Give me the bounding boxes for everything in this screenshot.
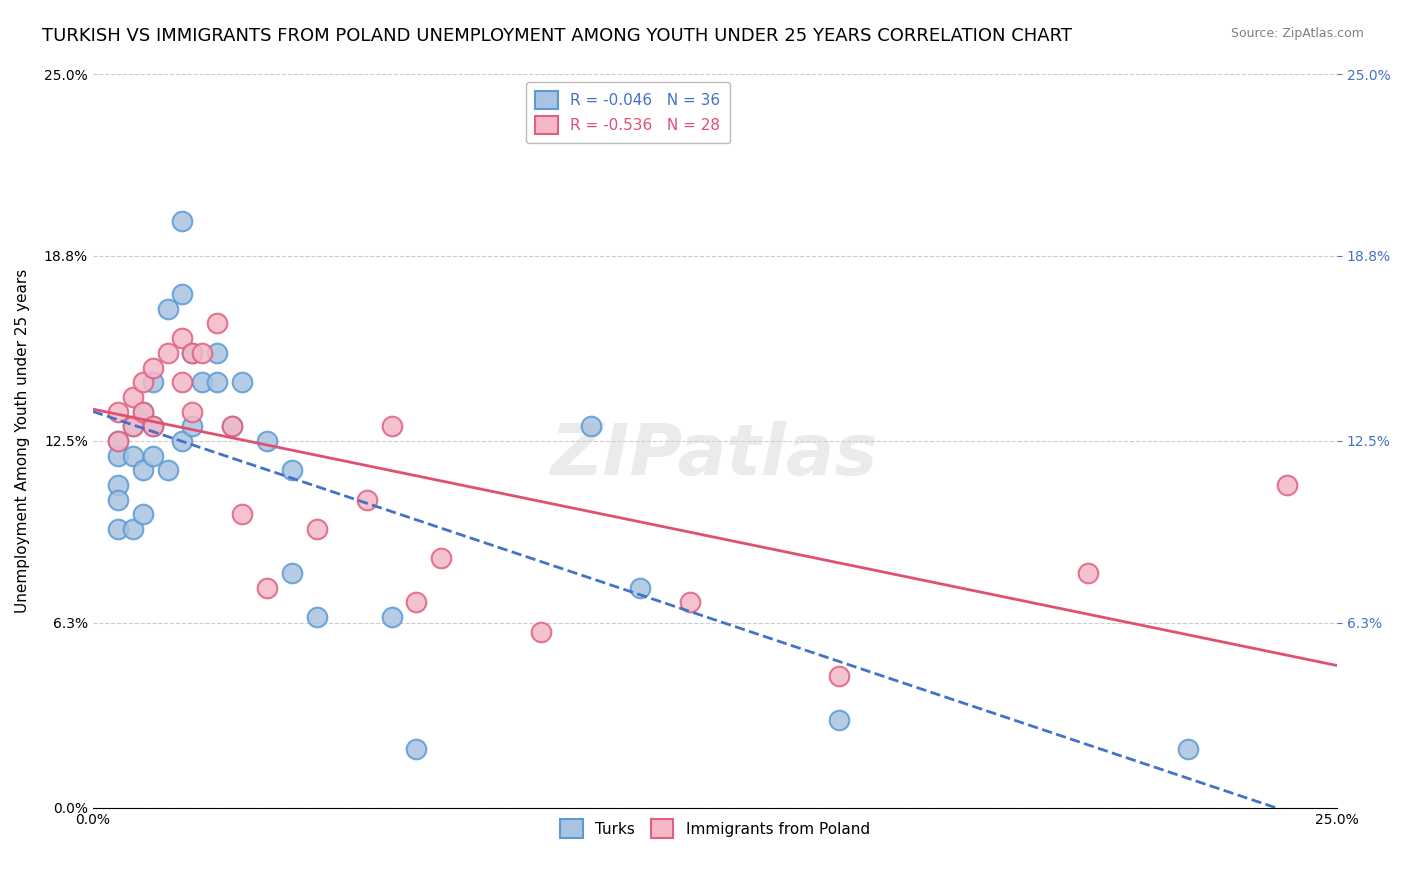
Point [181,346,204,360]
Point [121,390,143,404]
Point [628,581,651,595]
Point [181,346,204,360]
Legend: Turks, Immigrants from Poland: Turks, Immigrants from Poland [554,814,876,844]
Point [191,375,214,389]
Point [107,522,129,536]
Point [107,404,129,418]
Point [121,419,143,434]
Text: Source: ZipAtlas.com: Source: ZipAtlas.com [1230,27,1364,40]
Point [142,449,165,463]
Point [530,624,553,639]
Point [256,434,278,448]
Point [172,331,194,345]
Text: ZIPatlas: ZIPatlas [551,421,879,490]
Point [172,375,194,389]
Point [156,463,179,477]
Point [828,713,851,727]
Point [1077,566,1099,580]
Point [207,375,229,389]
Point [131,404,153,418]
Point [191,346,214,360]
Point [107,492,129,507]
Point [172,434,194,448]
Point [131,508,153,522]
Point [305,522,328,536]
Point [828,668,851,682]
Point [380,419,402,434]
Point [231,508,253,522]
Point [256,581,278,595]
Y-axis label: Unemployment Among Youth under 25 years: Unemployment Among Youth under 25 years [15,268,30,613]
Point [305,610,328,624]
Point [231,375,253,389]
Point [121,419,143,434]
Point [281,566,304,580]
Point [131,463,153,477]
Point [131,404,153,418]
Point [156,301,179,316]
Point [107,434,129,448]
Point [107,434,129,448]
Point [142,419,165,434]
Text: TURKISH VS IMMIGRANTS FROM POLAND UNEMPLOYMENT AMONG YOUTH UNDER 25 YEARS CORREL: TURKISH VS IMMIGRANTS FROM POLAND UNEMPL… [42,27,1073,45]
Point [221,419,243,434]
Point [679,595,702,609]
Point [579,419,602,434]
Point [405,595,427,609]
Point [121,522,143,536]
Point [430,551,453,566]
Point [380,610,402,624]
Point [405,742,427,756]
Point [107,449,129,463]
Point [156,346,179,360]
Point [1277,478,1299,492]
Point [1177,742,1199,756]
Point [181,419,204,434]
Point [142,360,165,375]
Point [207,346,229,360]
Point [207,317,229,331]
Point [131,375,153,389]
Point [356,492,378,507]
Point [221,419,243,434]
Point [172,287,194,301]
Point [107,478,129,492]
Point [142,375,165,389]
Point [142,419,165,434]
Point [181,404,204,418]
Point [281,463,304,477]
Point [121,449,143,463]
Point [172,213,194,227]
